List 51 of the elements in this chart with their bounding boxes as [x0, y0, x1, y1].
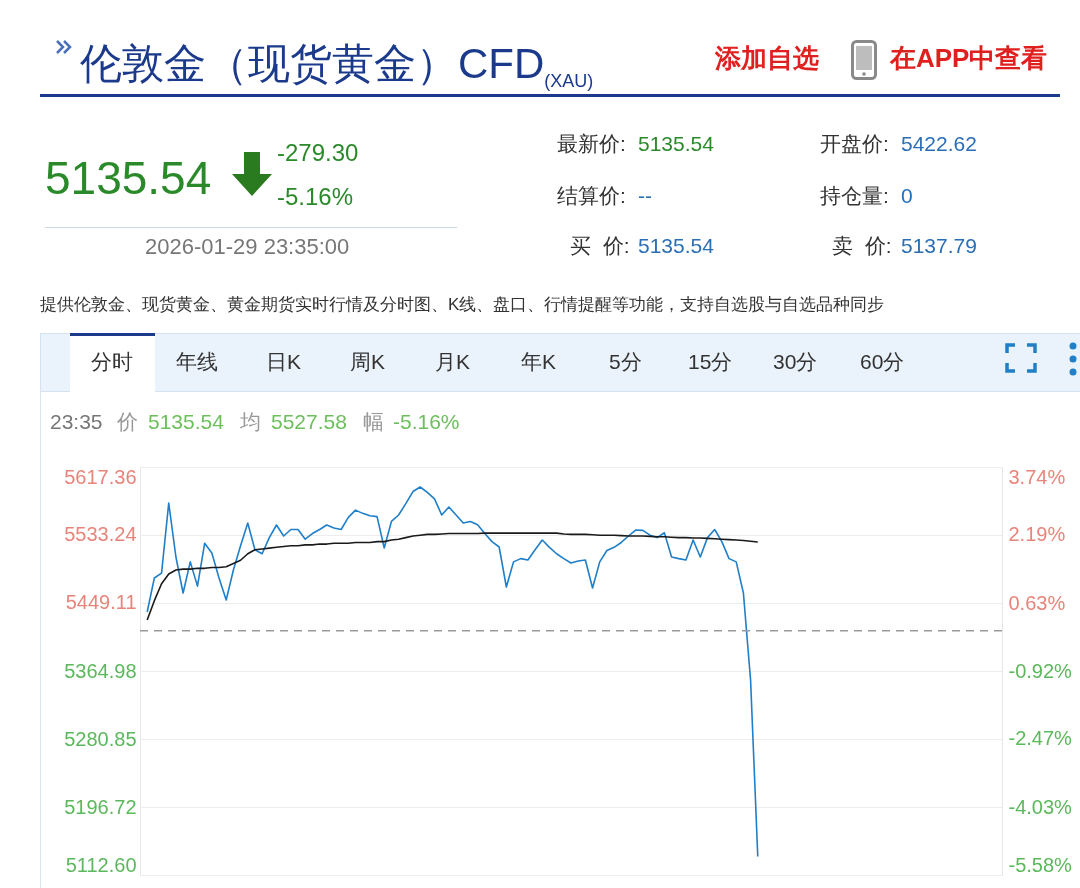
- text: 日K: [266, 350, 302, 373]
- text: 添加自选: [715, 43, 819, 73]
- text: 最新价:: [557, 132, 626, 155]
- text: 0: [901, 184, 913, 207]
- text: 5135.54: [148, 410, 224, 433]
- text: 5135.54: [638, 132, 714, 155]
- text: 2026-01-29 23:35:00: [145, 234, 350, 259]
- text: --: [638, 184, 652, 207]
- text: 5527.58: [271, 410, 347, 433]
- text: 开盘价:: [820, 132, 889, 155]
- text: 5135.54: [638, 234, 714, 257]
- y2-tick-label: -4.03%: [1008, 795, 1073, 818]
- text: -5.16%: [277, 183, 354, 210]
- y2-tick-label: 3.74%: [1008, 465, 1066, 488]
- text: 价: [117, 410, 138, 433]
- text: 15分: [688, 350, 733, 373]
- text: 周K: [350, 350, 386, 373]
- text: 60分: [860, 350, 905, 373]
- y-tick-label: 5196.72: [64, 795, 137, 818]
- y2-tick-label: -5.58%: [1008, 853, 1073, 876]
- text: 买 价:: [570, 234, 630, 257]
- y-tick-label: 5112.60: [65, 853, 137, 876]
- y-tick-label: 5364.98: [64, 659, 137, 682]
- text: 年线: [176, 350, 218, 373]
- text: 卖 价:: [832, 234, 892, 257]
- y2-tick-label: -2.47%: [1008, 727, 1073, 750]
- y-tick-label: 5449.11: [65, 591, 137, 614]
- text: 5137.79: [901, 234, 977, 257]
- text: 5422.62: [901, 132, 977, 155]
- y-tick-label: 5533.24: [64, 523, 137, 546]
- text: 持仓量:: [820, 184, 889, 207]
- y2-tick-label: 0.63%: [1008, 591, 1066, 614]
- text: -5.16%: [393, 410, 460, 433]
- text: 5135.54: [45, 152, 212, 204]
- text: 提供伦敦金、现货黄金、黄金期货实时行情及分时图、K线、盘口、行情提醒等功能，支持自选股与自选品种同步: [40, 295, 885, 314]
- text: 30分: [773, 350, 818, 373]
- text: 结算价:: [557, 184, 626, 207]
- text: 5分: [609, 350, 642, 373]
- chart-title: 伦敦金（现货黄金）CFD$_{(XAU)}$: [80, 39, 594, 93]
- text: 23:35: [50, 410, 103, 433]
- text: 均: [240, 410, 261, 433]
- text: 分时: [91, 350, 133, 373]
- y2-tick-label: 2.19%: [1008, 523, 1066, 546]
- y2-tick-label: -0.92%: [1008, 659, 1073, 682]
- text: -279.30: [277, 139, 359, 166]
- text: 年K: [521, 350, 557, 373]
- text: 在APP中查看: [890, 43, 1048, 73]
- y-tick-label: 5617.36: [64, 465, 137, 488]
- text: 幅: [363, 410, 384, 433]
- text: 月K: [435, 350, 471, 373]
- y-tick-label: 5280.85: [64, 727, 137, 750]
